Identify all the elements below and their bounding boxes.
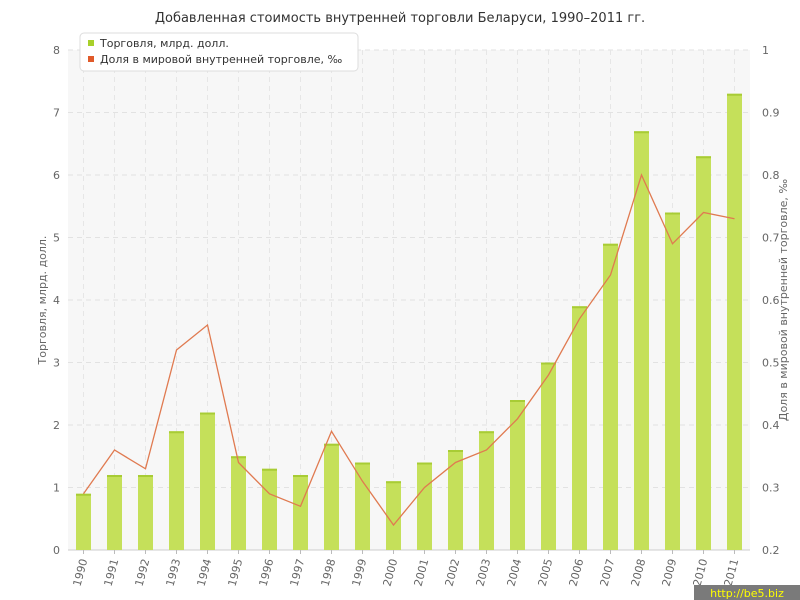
bar-cap-2005 xyxy=(541,362,556,365)
y-tick-label: 4 xyxy=(53,294,60,307)
bar-cap-1995 xyxy=(231,456,246,459)
bar-cap-2000 xyxy=(386,481,401,484)
y2-tick-label: 0.8 xyxy=(762,169,780,182)
y2-tick-label: 0.9 xyxy=(762,107,780,120)
chart-title: Добавленная стоимость внутренней торговл… xyxy=(155,11,645,26)
y-axis-title: Торговля, млрд. долл. xyxy=(36,236,49,366)
bar-cap-1991 xyxy=(107,475,122,477)
bar-cap-2008 xyxy=(634,131,649,134)
bar-1993 xyxy=(169,431,184,550)
bar-cap-2006 xyxy=(572,306,587,309)
y2-tick-label: 0.5 xyxy=(762,357,780,370)
y-tick-label: 1 xyxy=(53,482,60,495)
bar-1990 xyxy=(76,493,91,550)
y-tick-label: 3 xyxy=(53,357,60,370)
bar-cap-2002 xyxy=(448,450,463,452)
y2-tick-label: 0.7 xyxy=(762,232,780,245)
y-tick-label: 7 xyxy=(53,107,60,120)
bar-cap-1994 xyxy=(200,412,215,415)
y-axis-ticks: 0 1 2 3 4 5 6 7 8 xyxy=(53,44,60,557)
y2-tick-label: 0.4 xyxy=(762,419,780,432)
bar-2009 xyxy=(665,212,680,550)
legend-label-line: Доля в мировой внутренней торговле, ‰ xyxy=(100,53,343,66)
y2-tick-label: 0.6 xyxy=(762,294,780,307)
y2-axis-title: Доля в мировой внутренней торговле, ‰ xyxy=(777,179,790,422)
bar-2004 xyxy=(510,400,525,550)
bar-cap-2004 xyxy=(510,400,525,402)
line-series xyxy=(82,173,735,527)
line-share xyxy=(82,173,735,527)
bar-cap-2007 xyxy=(603,243,618,246)
bar-cap-2009 xyxy=(665,212,680,215)
bar-2007 xyxy=(603,243,618,550)
legend-label-bars: Торговля, млрд. долл. xyxy=(99,37,229,50)
y2-tick-label: 0.2 xyxy=(762,544,780,557)
bar-2010 xyxy=(696,156,711,550)
bar-cap-2001 xyxy=(417,462,432,465)
bar-cap-1992 xyxy=(138,475,153,477)
y2-tick-label: 0.3 xyxy=(762,482,780,495)
y2-tick-label: 1 xyxy=(762,44,769,57)
legend-swatch-bars xyxy=(88,40,94,46)
bar-cap-1993 xyxy=(169,431,184,434)
bar-1997 xyxy=(293,475,308,550)
bar-cap-2003 xyxy=(479,431,494,434)
bar-2005 xyxy=(541,362,556,550)
bar-1998 xyxy=(324,443,339,550)
bar-2002 xyxy=(448,450,463,550)
bar-1992 xyxy=(138,475,153,550)
bar-2006 xyxy=(572,306,587,550)
bar-2001 xyxy=(417,462,432,550)
legend-box xyxy=(79,32,359,72)
bar-1991 xyxy=(107,475,122,550)
y-tick-label: 8 xyxy=(53,44,60,57)
bar-1999 xyxy=(355,462,370,550)
y-tick-label: 5 xyxy=(53,232,60,245)
watermark-bg xyxy=(694,585,800,600)
bar-1995 xyxy=(231,456,246,550)
bar-2008 xyxy=(634,131,649,550)
watermark: http://be5.biz xyxy=(710,587,784,600)
legend-swatch-line xyxy=(88,56,94,62)
y2-axis-ticks: 0.2 0.3 0.4 0.5 0.6 0.7 0.8 0.9 1 xyxy=(762,44,780,557)
bar-cap-2011 xyxy=(727,93,742,96)
bar-cap-1997 xyxy=(293,475,308,477)
legend: Торговля, млрд. долл. Доля в мировой вну… xyxy=(79,32,359,72)
bar-series xyxy=(76,93,742,550)
bar-1994 xyxy=(200,412,215,550)
bar-cap-2010 xyxy=(696,156,711,159)
y-tick-label: 6 xyxy=(53,169,60,182)
bar-2011 xyxy=(727,93,742,550)
bar-cap-1998 xyxy=(324,443,339,446)
bar-cap-1990 xyxy=(76,493,91,496)
bar-cap-1996 xyxy=(262,468,277,471)
bar-cap-1999 xyxy=(355,462,370,465)
bar-2000 xyxy=(386,481,401,550)
bar-1996 xyxy=(262,468,277,550)
bar-2003 xyxy=(479,431,494,550)
y-tick-label: 2 xyxy=(53,419,60,432)
y-tick-label: 0 xyxy=(53,544,60,557)
